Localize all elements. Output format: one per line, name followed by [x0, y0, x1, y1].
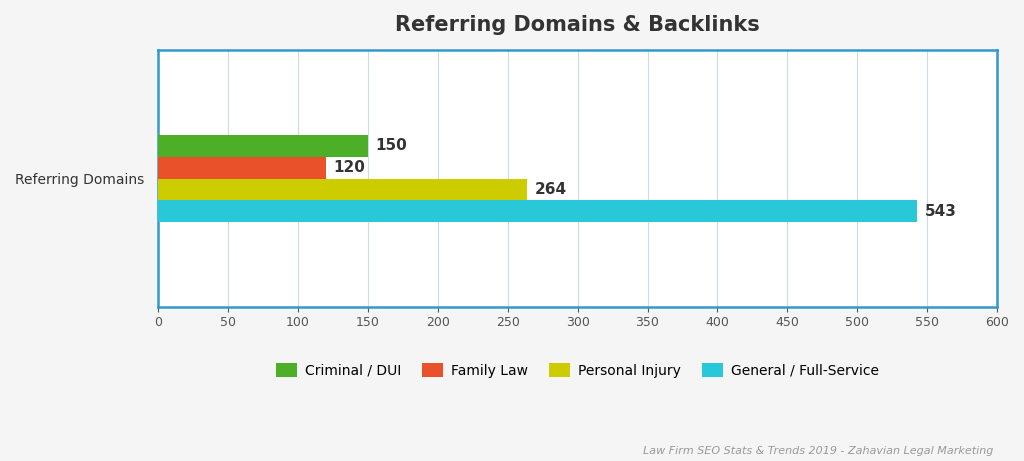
Text: 120: 120 [333, 160, 365, 175]
Bar [158, 135, 368, 157]
Text: 150: 150 [375, 138, 407, 154]
Title: Referring Domains & Backlinks: Referring Domains & Backlinks [395, 15, 760, 35]
Text: Law Firm SEO Stats & Trends 2019 - Zahavian Legal Marketing: Law Firm SEO Stats & Trends 2019 - Zahav… [643, 446, 993, 456]
Bar [158, 201, 918, 222]
Text: 543: 543 [925, 204, 956, 219]
Text: 264: 264 [535, 182, 566, 197]
Bar [158, 178, 527, 201]
Bar [158, 157, 326, 178]
Legend: Criminal / DUI, Family Law, Personal Injury, General / Full-Service: Criminal / DUI, Family Law, Personal Inj… [270, 357, 885, 383]
